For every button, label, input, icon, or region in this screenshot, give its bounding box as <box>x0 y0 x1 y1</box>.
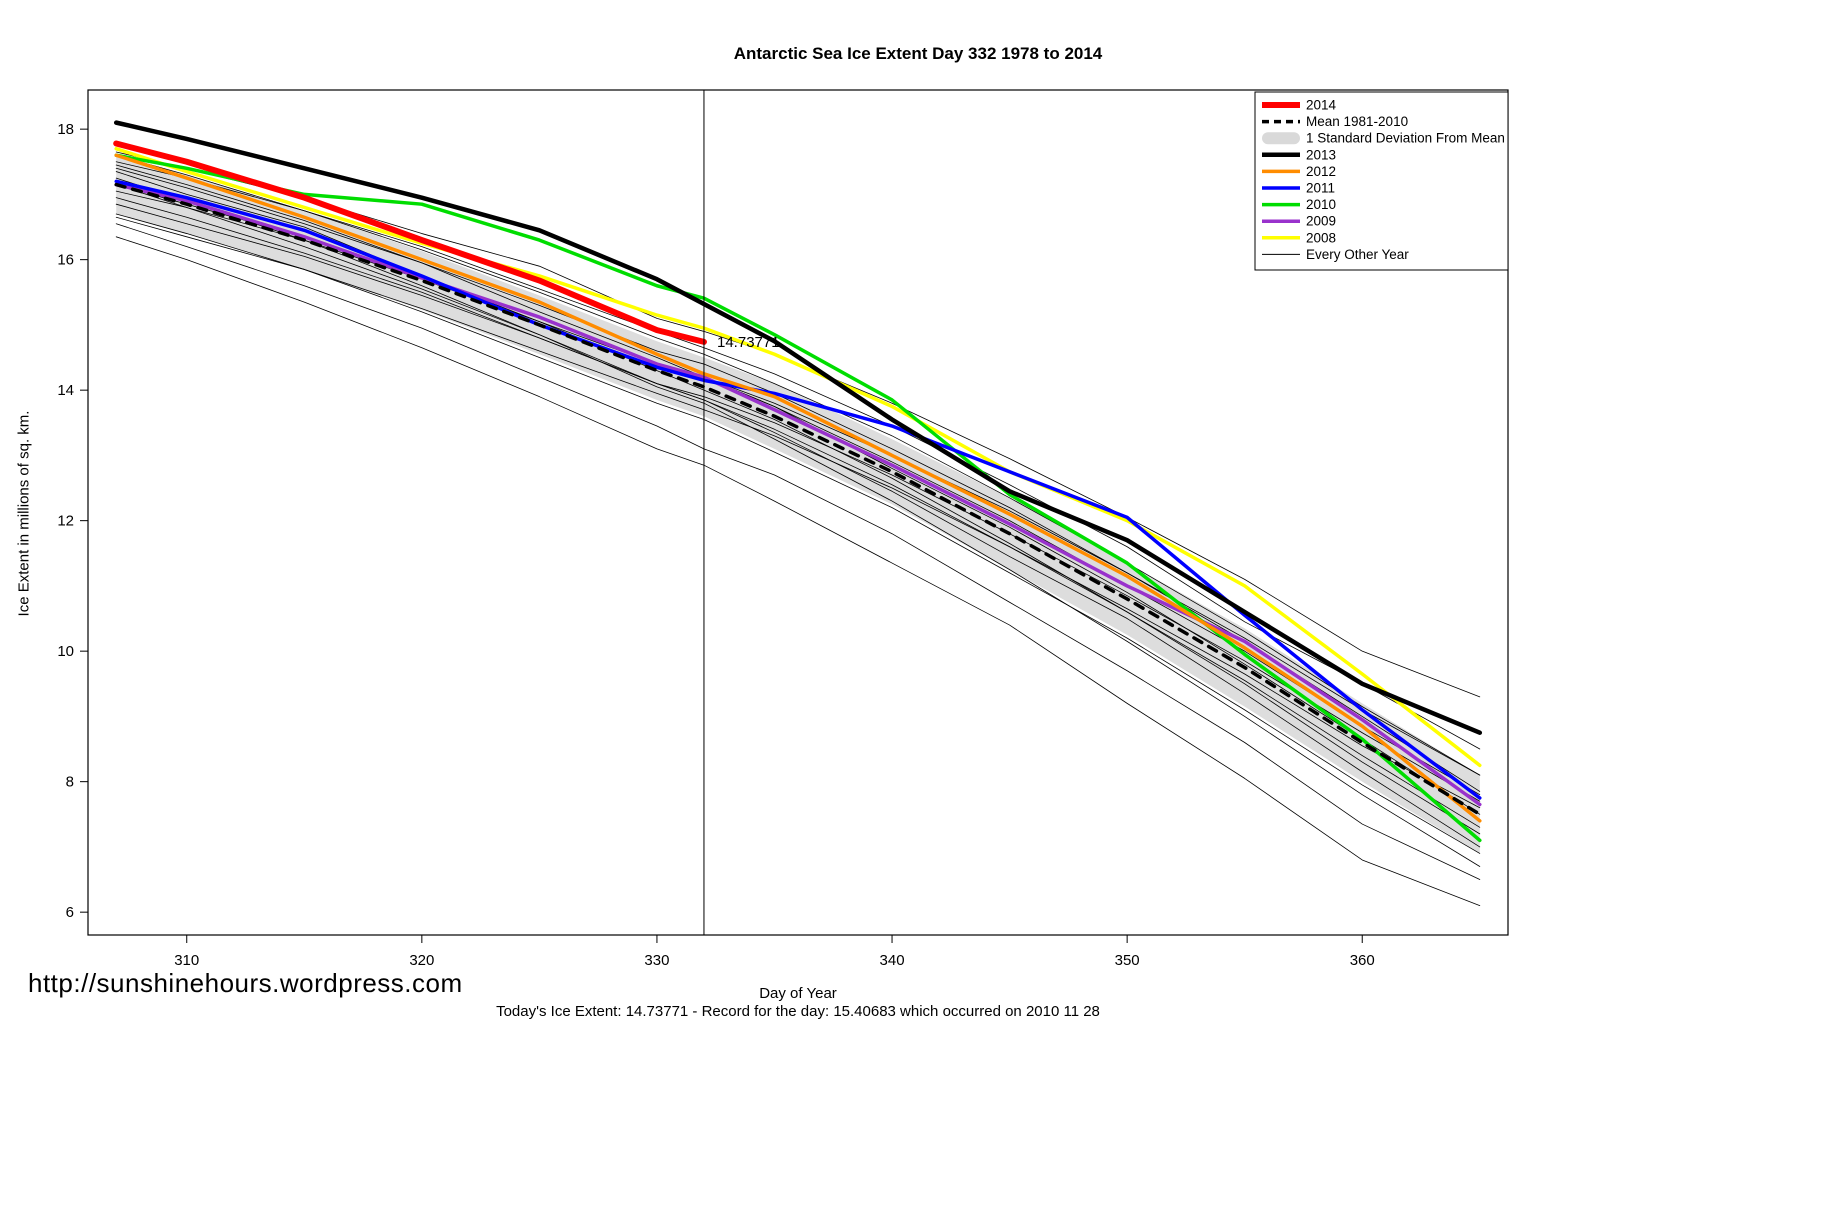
footer-url: http://sunshinehours.wordpress.com <box>28 968 463 998</box>
legend-label: Every Other Year <box>1306 247 1409 262</box>
legend-swatch-band <box>1262 132 1300 145</box>
series-line-2010 <box>114 153 1482 843</box>
other-year-line <box>115 154 1481 776</box>
other-year-line <box>115 167 1481 792</box>
other-year-line <box>115 216 1481 809</box>
legend-box <box>1254 91 1509 271</box>
legend-label: 2014 <box>1306 98 1337 113</box>
x-tick-label: 360 <box>1350 952 1375 969</box>
other-year-line <box>115 190 1481 776</box>
y-tick-label: 8 <box>66 774 74 791</box>
other-year-line <box>115 161 1481 750</box>
x-tick-label: 310 <box>174 952 199 969</box>
legend-label: 2009 <box>1306 214 1336 229</box>
y-tick-label: 16 <box>57 252 74 269</box>
other-year-line <box>115 213 1481 854</box>
y-axis-label: Ice Extent in millions of sq. km. <box>15 410 33 617</box>
x-tick-label: 340 <box>880 952 905 969</box>
other-year-line <box>115 236 1481 907</box>
legend-label: 2008 <box>1306 230 1336 245</box>
legend-label: 2011 <box>1306 181 1335 196</box>
legend-label: 1 Standard Deviation From Mean <box>1306 131 1505 146</box>
other-year-line <box>115 203 1481 802</box>
legend-label: 2010 <box>1306 197 1336 212</box>
legend-label: Mean 1981-2010 <box>1306 114 1408 129</box>
y-tick-label: 6 <box>66 904 74 921</box>
other-year-line <box>115 197 1481 828</box>
series-line-2014 <box>113 140 707 345</box>
x-axis-label: Day of Year <box>759 985 837 1002</box>
y-tick-label: 10 <box>57 643 74 660</box>
series-line-2013 <box>113 120 1483 735</box>
y-tick-label: 14 <box>57 382 74 399</box>
legend-label: 2012 <box>1306 164 1336 179</box>
footer-status: Today's Ice Extent: 14.73771 - Record fo… <box>496 1003 1100 1020</box>
y-tick-label: 18 <box>57 121 74 138</box>
x-tick-label: 330 <box>644 952 669 969</box>
other-year-line <box>115 177 1481 867</box>
other-year-line <box>115 171 1481 835</box>
extent-annotation: 14.73771 <box>717 334 780 351</box>
mean-line <box>114 182 1482 817</box>
y-tick-label: 12 <box>57 513 74 530</box>
chart-title: Antarctic Sea Ice Extent Day 332 1978 to… <box>733 44 1103 63</box>
other-year-line <box>115 223 1481 880</box>
legend-label: 2013 <box>1306 147 1336 162</box>
series-line-2012 <box>114 153 1482 823</box>
x-tick-label: 350 <box>1115 952 1140 969</box>
series-line-2008 <box>114 146 1482 768</box>
series-line-2009 <box>114 182 1482 807</box>
x-tick-label: 320 <box>409 952 434 969</box>
other-year-line <box>115 184 1481 848</box>
